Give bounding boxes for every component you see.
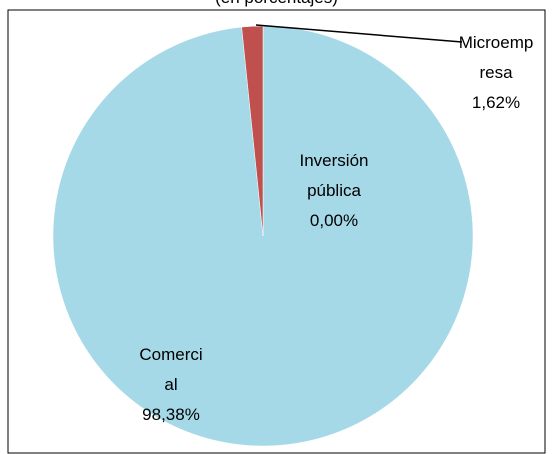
chart-frame [7,9,546,454]
value-label: 98,38% [142,405,200,424]
leader-line [255,24,463,43]
category-label: Microempresa [458,33,534,82]
category-label: Comercial [139,345,203,394]
slice-label: Inversión pública 0,00% [298,146,370,236]
slice-label: Comercial 98,38% [138,340,204,430]
chart-subtitle: (en porcentajes) [0,0,553,8]
value-label: 1,62% [471,93,521,112]
category-label: Inversión pública [299,151,369,200]
value-label: 0,00% [309,211,359,230]
slice-label: Microempresa 1,62% [458,28,534,118]
